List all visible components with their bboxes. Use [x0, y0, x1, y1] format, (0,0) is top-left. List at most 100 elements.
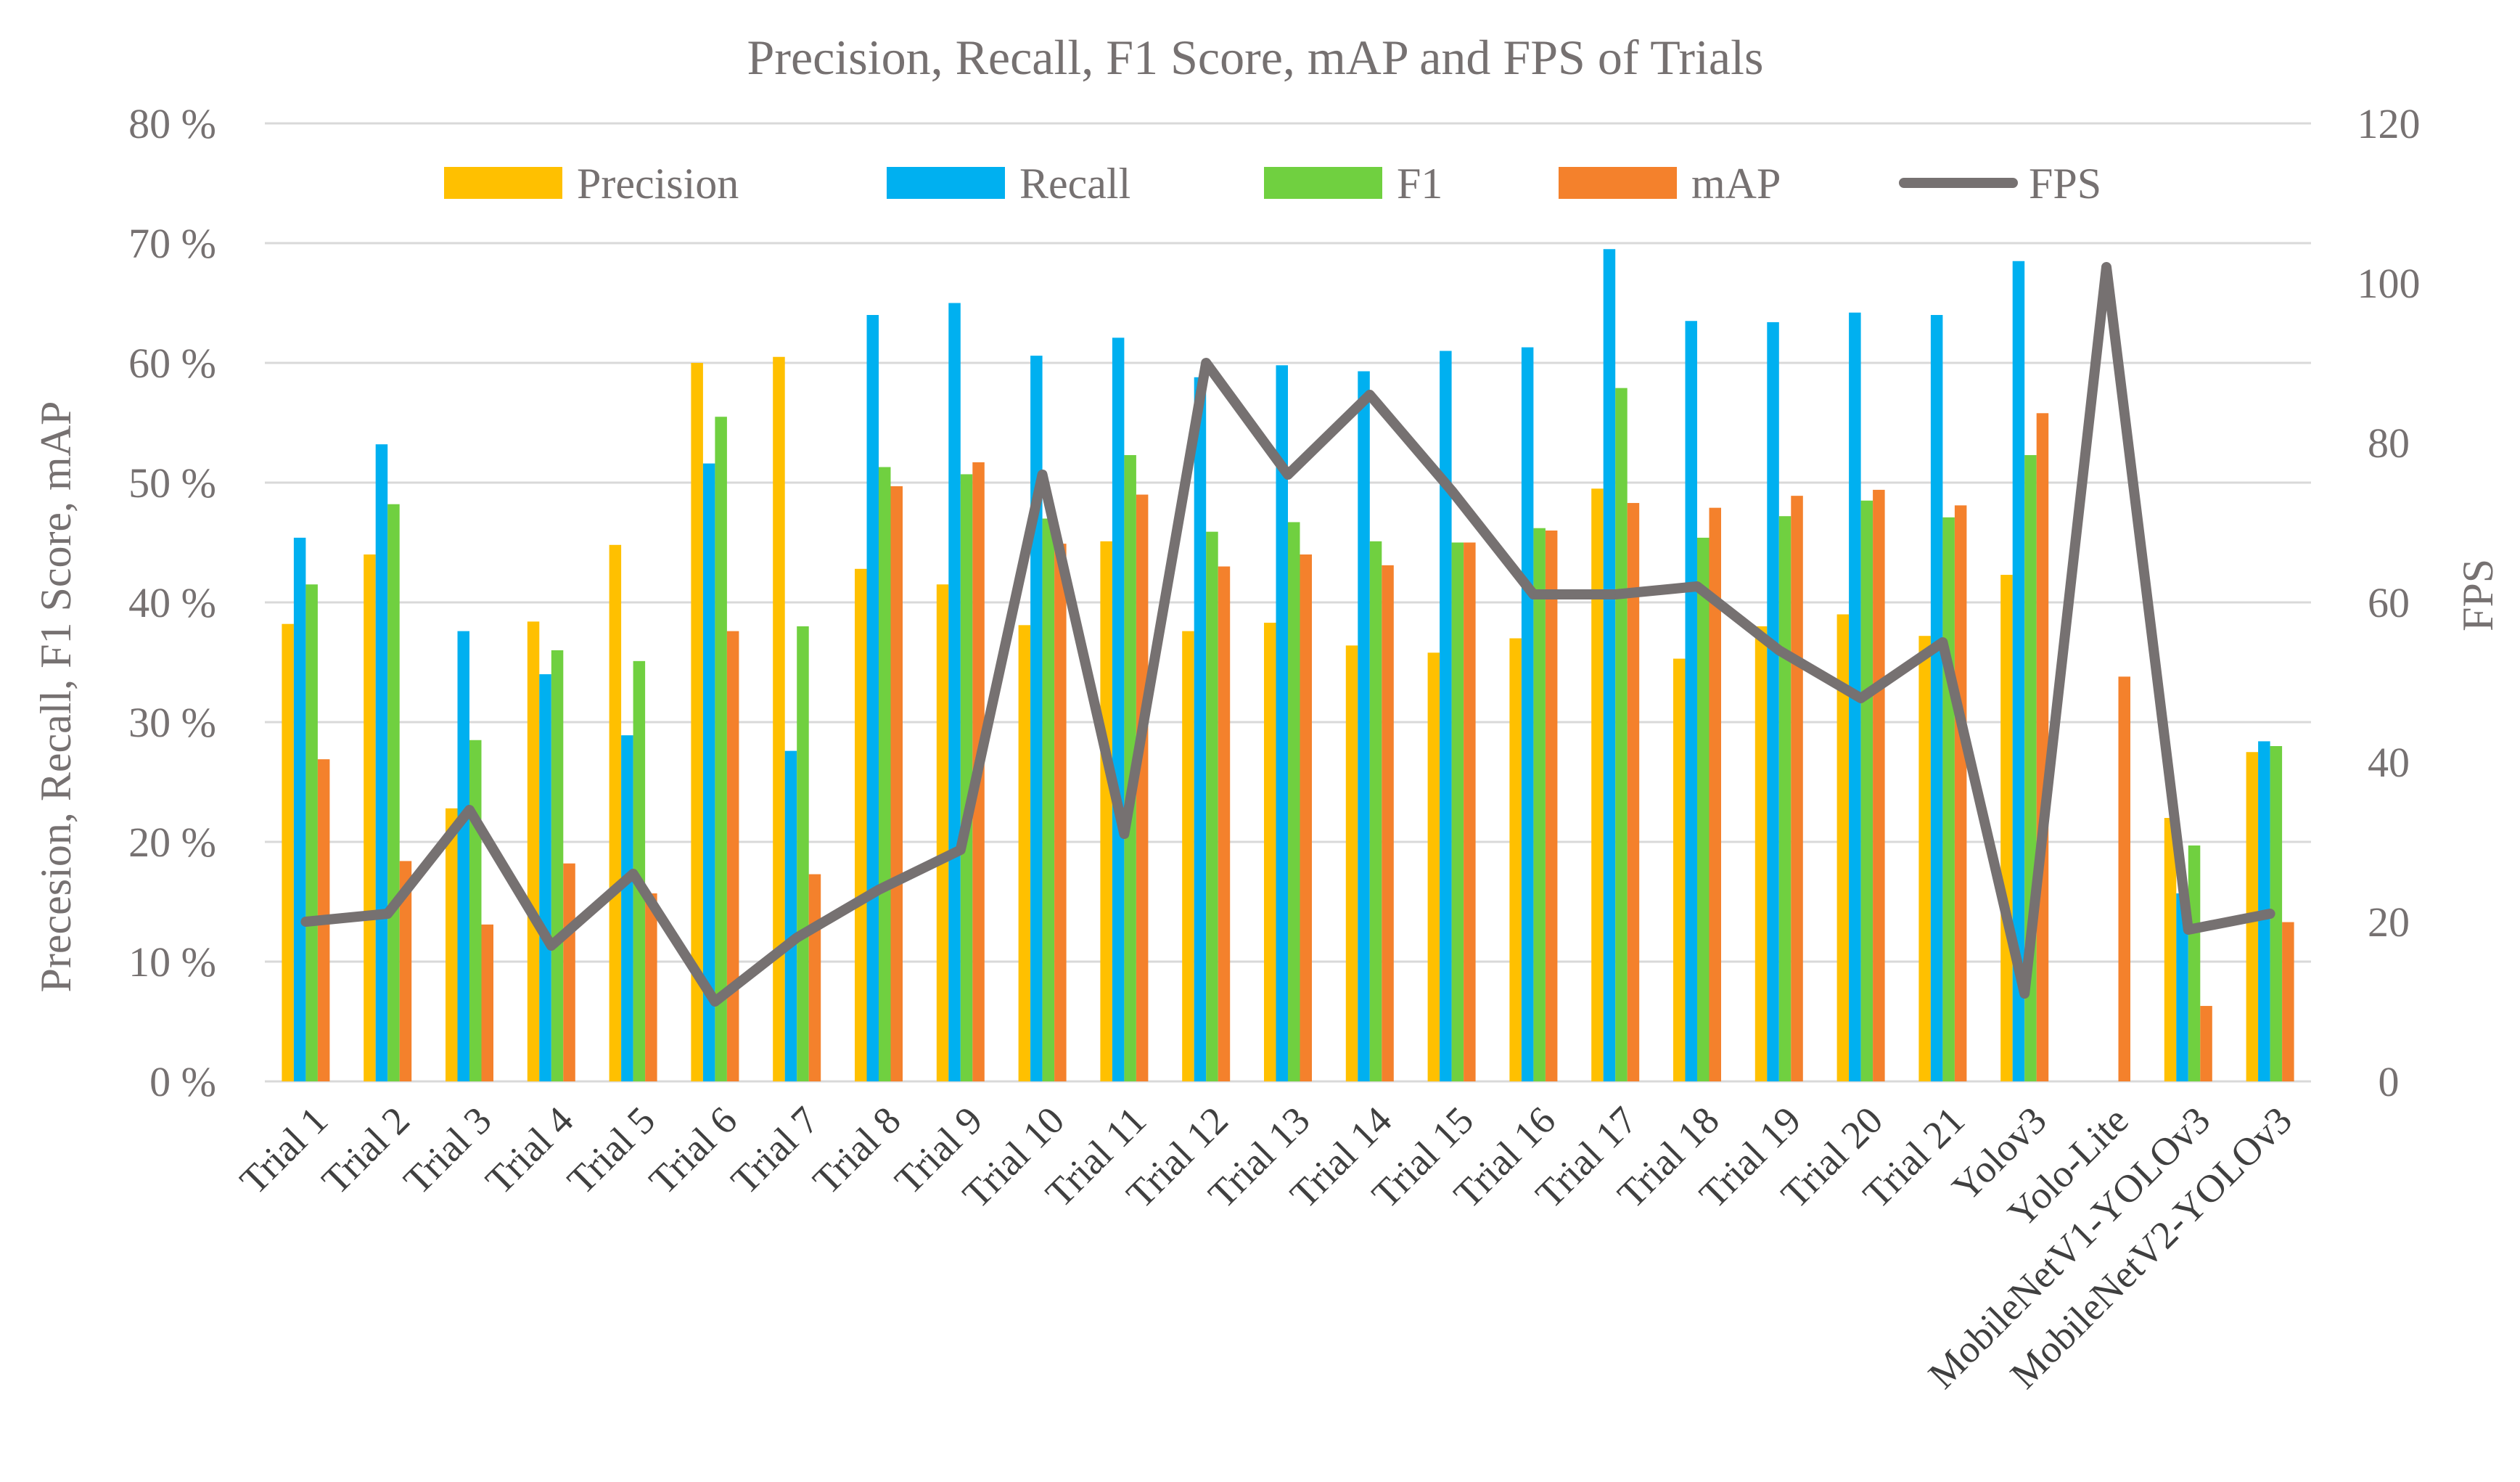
bar-f1-10 — [1042, 518, 1055, 1081]
fps-point-22 — [2024, 993, 2026, 994]
bar-recall-1 — [293, 537, 306, 1081]
category-label: Trial 7 — [723, 1098, 827, 1203]
bar-precision-22 — [2000, 575, 2013, 1081]
bar-f1-7 — [797, 626, 809, 1081]
bar-recall-24 — [2176, 893, 2188, 1081]
category-label: Trial 4 — [477, 1098, 582, 1203]
bar-recall-18 — [1685, 321, 1697, 1081]
category-label: Trial 8 — [805, 1098, 909, 1203]
bar-precision-10 — [1018, 625, 1031, 1081]
right-tick-label: 20 — [2368, 898, 2410, 946]
fps-point-1 — [305, 921, 307, 922]
bar-map-24 — [2200, 1006, 2212, 1081]
left-tick-label: 80 % — [128, 100, 216, 147]
bar-f1-3 — [469, 740, 482, 1081]
legend-swatch-precision — [444, 167, 562, 199]
bar-map-12 — [1218, 566, 1231, 1081]
bar-precision-17 — [1591, 488, 1604, 1081]
bar-map-25 — [2282, 922, 2294, 1081]
left-tick-label: 40 % — [128, 579, 216, 626]
fps-point-15 — [1450, 490, 1453, 491]
bar-f1-2 — [387, 504, 400, 1081]
left-axis-ticks: 0 % 10 % 20 % 30 % 40 % 50 % 60 % 70 % 80 % — [128, 100, 216, 1105]
right-tick-label: 60 — [2368, 579, 2410, 626]
bar-f1-15 — [1451, 542, 1464, 1081]
fps-point-7 — [796, 937, 798, 938]
bar-f1-20 — [1860, 500, 1873, 1081]
bar-f1-21 — [1942, 517, 1955, 1081]
category-label: Trial 1 — [231, 1098, 336, 1203]
bar-f1-11 — [1124, 455, 1136, 1081]
fps-point-23 — [2106, 266, 2107, 268]
fps-point-24 — [2187, 929, 2189, 930]
bar-map-8 — [890, 486, 903, 1081]
fps-point-19 — [1778, 650, 1780, 651]
legend-swatch-recall — [887, 167, 1005, 199]
bar-precision-19 — [1754, 626, 1768, 1081]
bar-map-17 — [1627, 503, 1640, 1081]
bar-f1-16 — [1533, 528, 1546, 1081]
bar-recall-9 — [948, 303, 961, 1081]
legend-swatch-map — [1559, 167, 1677, 199]
fps-point-8 — [878, 889, 879, 891]
fps-point-11 — [1123, 833, 1125, 835]
bar-f1-14 — [1369, 541, 1382, 1081]
right-tick-label: 0 — [2379, 1058, 2400, 1105]
bar-recall-15 — [1440, 351, 1452, 1081]
bar-f1-13 — [1288, 522, 1300, 1081]
bar-precision-20 — [1836, 614, 1850, 1081]
bar-map-18 — [1709, 507, 1721, 1081]
bar-precision-11 — [1100, 541, 1112, 1081]
category-label: Trial 3 — [395, 1098, 500, 1203]
fps-point-21 — [1942, 642, 1944, 643]
bar-map-5 — [645, 893, 657, 1081]
category-label: Trial 6 — [641, 1098, 745, 1203]
bar-f1-5 — [633, 660, 646, 1081]
bar-f1-18 — [1697, 537, 1710, 1081]
category-label: Trial 2 — [313, 1098, 418, 1203]
bar-recall-2 — [375, 444, 388, 1081]
bar-f1-4 — [551, 650, 564, 1081]
legend-label-f1: F1 — [1397, 160, 1442, 208]
bar-recall-13 — [1276, 365, 1288, 1081]
fps-point-14 — [1368, 394, 1371, 396]
bar-precision-2 — [364, 554, 376, 1081]
bar-recall-17 — [1603, 249, 1616, 1081]
legend: Precision Recall F1 mAP FPS — [444, 160, 2101, 208]
chart-title: Precision, Recall, F1 Score, mAP and FPS… — [747, 30, 1764, 85]
bar-map-13 — [1300, 554, 1312, 1081]
left-axis-label: Precesion, Recall, F1 Score, mAP — [32, 401, 80, 993]
fps-point-3 — [469, 809, 470, 811]
bar-precision-13 — [1264, 623, 1276, 1081]
legend-label-map: mAP — [1691, 160, 1781, 208]
bar-recall-12 — [1194, 377, 1207, 1081]
bar-precision-18 — [1673, 658, 1686, 1081]
bar-f1-19 — [1778, 516, 1792, 1081]
bar-map-2 — [399, 861, 412, 1081]
legend-label-recall: Recall — [1019, 160, 1130, 208]
right-tick-label: 40 — [2368, 739, 2410, 786]
bar-f1-6 — [715, 417, 727, 1081]
left-tick-label: 50 % — [128, 459, 216, 507]
bar-f1-9 — [960, 474, 973, 1081]
bar-precision-12 — [1182, 631, 1194, 1081]
bar-f1-1 — [305, 584, 318, 1081]
bar-recall-4 — [539, 674, 551, 1081]
bar-recall-22 — [2012, 261, 2025, 1081]
bar-map-20 — [1873, 489, 1885, 1081]
fps-point-20 — [1860, 697, 1862, 699]
bar-f1-17 — [1615, 388, 1628, 1081]
left-tick-label: 10 % — [128, 938, 216, 986]
bar-recall-16 — [1521, 347, 1534, 1081]
right-axis-ticks: 0 20 40 60 80 100 120 — [2357, 100, 2421, 1105]
bar-precision-7 — [773, 356, 785, 1081]
left-tick-label: 0 % — [149, 1058, 216, 1105]
right-tick-label: 100 — [2357, 260, 2421, 307]
bar-precision-6 — [691, 363, 703, 1081]
bar-recall-3 — [457, 631, 469, 1081]
bar-recall-10 — [1030, 356, 1043, 1082]
bar-precision-4 — [527, 621, 540, 1081]
bar-map-7 — [808, 874, 821, 1081]
